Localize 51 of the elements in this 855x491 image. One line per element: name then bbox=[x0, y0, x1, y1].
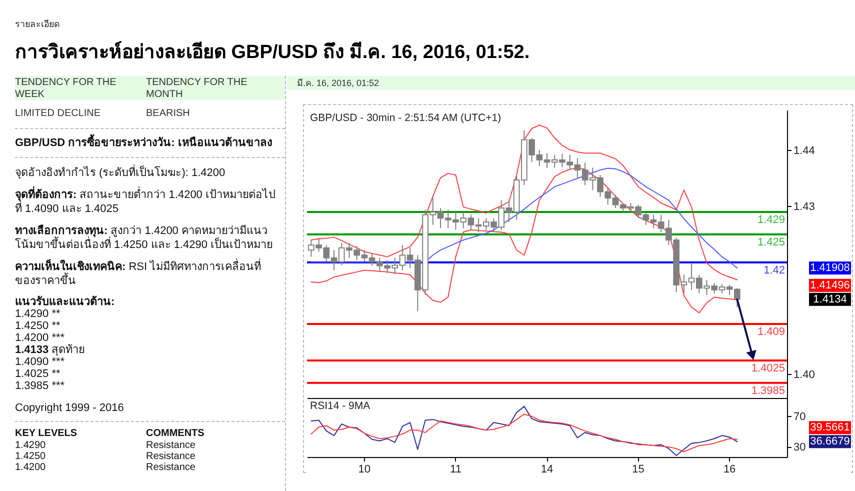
text: ทางเลือกการลงทุน: สูงกว่า 1.4200 คาดหมายว่ามีแนวโน้มขาขึ้นต่อเนื่องที่ 1.4250 และ 1.4290 เป็นเป้าหมาย bbox=[15, 224, 274, 252]
text: มี.ค. 16, 2016, 01:52 bbox=[287, 76, 855, 90]
ref-line-label: 1.42 bbox=[764, 264, 785, 276]
y-tick-label: 1.40 bbox=[794, 368, 815, 381]
text: 1.4250 bbox=[15, 451, 47, 462]
text: LIMITED DECLINE bbox=[15, 108, 102, 120]
text: Resistance bbox=[146, 451, 196, 462]
ref-line-label: 1.429 bbox=[757, 214, 785, 226]
y-tick-label: 70 bbox=[794, 410, 806, 423]
text: 1.4250 ** bbox=[15, 320, 62, 332]
text: ความเห็นในเชิงเทคนิค: RSI ไม่มีทิศทางการเคลื่อนที่ของราคาขึ้น bbox=[15, 261, 262, 287]
text: TENDENCY FOR THE MONTH bbox=[146, 77, 248, 100]
text: 1.3985 *** bbox=[15, 380, 66, 392]
text: Resistance bbox=[146, 462, 196, 473]
chart-title: การวิเคราะห์อย่างละเอียด GBP/USD ถึง มี.ค. 16, 2016, 01:52. bbox=[15, 40, 530, 65]
text: แนวรับและแนวต้าน: bbox=[15, 296, 116, 308]
ref-line-label: 1.409 bbox=[757, 326, 785, 338]
text: จุดที่ต้องการ: สถานะขายต่ำกว่า 1.4200 เป้าหมายต่อไปที่ 1.4090 และ 1.4025 bbox=[15, 188, 276, 216]
x-tick-label: 10 bbox=[358, 464, 371, 476]
text: 1.4200 *** bbox=[15, 332, 66, 344]
text: 1.4290 ** bbox=[15, 308, 62, 320]
text: TENDENCY FOR THE WEEK bbox=[15, 77, 118, 100]
x-tick-label: 14 bbox=[540, 464, 554, 476]
x-tick-label: 15 bbox=[632, 464, 644, 476]
chart-subtitle: GBP/USD - 30min - 2:51:54 AM (UTC+1) bbox=[310, 112, 502, 124]
y-tick-label: 1.43 bbox=[794, 200, 815, 213]
text: Copyright 1999 - 2016 bbox=[15, 401, 285, 422]
line-series bbox=[310, 168, 738, 269]
x-tick-label: 16 bbox=[723, 464, 736, 476]
text: BEARISH bbox=[146, 108, 191, 120]
text: Resistance bbox=[146, 440, 196, 451]
text: KEY LEVELS bbox=[15, 428, 78, 440]
text: 1.4200 bbox=[15, 462, 47, 473]
text: COMMENTS bbox=[146, 428, 206, 440]
x-tick-label: 11 bbox=[450, 464, 462, 476]
text: 1.4090 *** bbox=[15, 356, 66, 368]
line-series bbox=[310, 414, 738, 452]
chart-title: RSI14 - 9MA bbox=[310, 400, 370, 412]
ref-line-label: 1.3985 bbox=[751, 384, 785, 397]
text: จุดอ้างอิงทำกำไร (ระดับที่เป็นโมฆะ): 1.4200 bbox=[15, 166, 226, 180]
text: 1.4025 ** bbox=[15, 368, 62, 380]
ref-line-label: 1.425 bbox=[757, 236, 785, 248]
text: รายละเอียด bbox=[15, 18, 60, 31]
text: GBP/USD การซื้อขายระหว่างวัน: เหนือแนวต้านขาลง bbox=[15, 128, 285, 158]
y-tick-label: 1.44 bbox=[794, 144, 815, 157]
text: 1.4290 bbox=[15, 440, 47, 451]
line-series bbox=[310, 124, 738, 280]
text: 1.4134 bbox=[813, 293, 847, 306]
ref-line-label: 1.4025 bbox=[751, 362, 785, 374]
y-tick-label: 30 bbox=[794, 442, 806, 454]
text: 1.4133 สุดท้าย bbox=[15, 344, 86, 356]
